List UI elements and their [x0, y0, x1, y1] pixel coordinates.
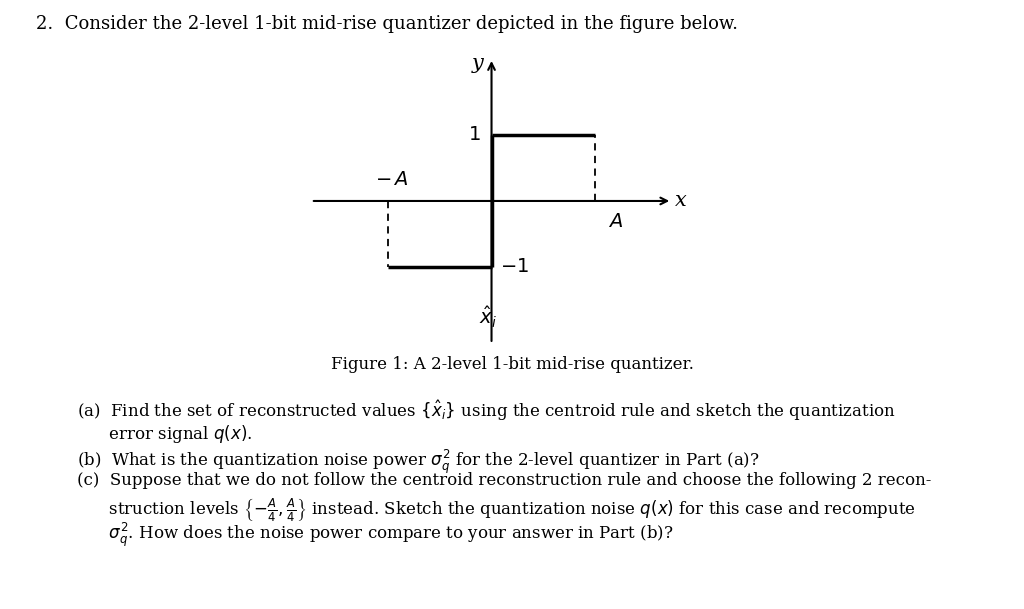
Text: $\sigma_q^2$. How does the noise power compare to your answer in Part (b)?: $\sigma_q^2$. How does the noise power c… — [77, 521, 674, 549]
Text: Figure 1: A 2-level 1-bit mid-rise quantizer.: Figure 1: A 2-level 1-bit mid-rise quant… — [331, 356, 693, 373]
Text: struction levels $\left\{-\frac{A}{4}, \frac{A}{4}\right\}$ instead. Sketch the : struction levels $\left\{-\frac{A}{4}, \… — [77, 496, 915, 524]
Text: (a)  Find the set of reconstructed values $\{\hat{x}_i\}$ using the centroid rul: (a) Find the set of reconstructed values… — [77, 399, 896, 423]
Text: $-\,A$: $-\,A$ — [375, 171, 409, 189]
Text: error signal $q(x)$.: error signal $q(x)$. — [77, 423, 252, 445]
Text: 2.  Consider the 2-level 1-bit mid-rise quantizer depicted in the figure below.: 2. Consider the 2-level 1-bit mid-rise q… — [36, 15, 738, 33]
Text: $y$: $y$ — [471, 56, 485, 75]
Text: $-1$: $-1$ — [501, 258, 529, 276]
Text: $1$: $1$ — [468, 125, 480, 144]
Text: (b)  What is the quantization noise power $\sigma_q^2$ for the 2-level quantizer: (b) What is the quantization noise power… — [77, 448, 760, 476]
Text: $A$: $A$ — [608, 213, 623, 231]
Text: $x$: $x$ — [675, 191, 688, 211]
Text: $\hat{x}_i$: $\hat{x}_i$ — [479, 304, 497, 330]
Text: (c)  Suppose that we do not follow the centroid reconstruction rule and choose t: (c) Suppose that we do not follow the ce… — [77, 472, 931, 489]
